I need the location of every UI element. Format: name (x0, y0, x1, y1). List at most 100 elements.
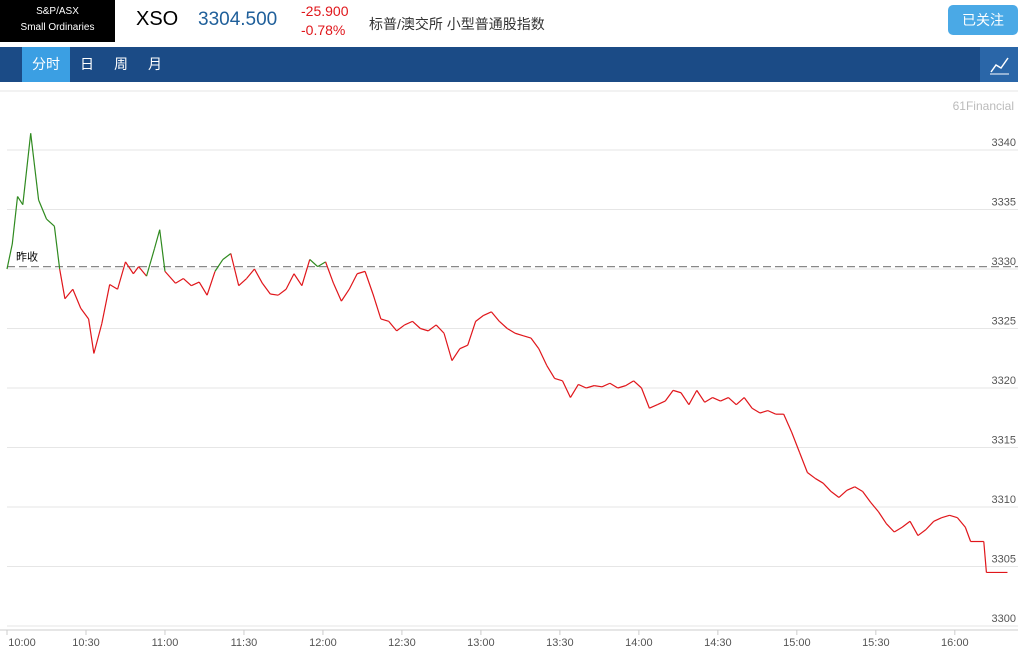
price-line-segment (198, 281, 208, 296)
price-line-segment (664, 390, 674, 402)
price-line-segment (538, 348, 548, 366)
price-line-segment (206, 271, 216, 296)
price-line-segment (261, 282, 271, 295)
reference-label: 昨收 (16, 250, 38, 264)
price-line-segment (270, 293, 279, 296)
x-tick-label: 12:30 (388, 637, 416, 649)
price-line-segment (93, 323, 103, 354)
price-line-segment (586, 385, 595, 389)
price-line-segment (933, 517, 942, 522)
price-line-segment (791, 431, 801, 453)
price-line-segment (870, 501, 879, 513)
price: 3304.500 (198, 9, 278, 30)
price-line-segment (451, 348, 461, 361)
price-line-segment (877, 511, 887, 524)
change-pct: -0.78% (301, 22, 346, 38)
price-line-segment (649, 404, 658, 409)
price-line-segment (983, 541, 988, 573)
price-line-segment (609, 382, 619, 389)
chart-icon[interactable] (980, 47, 1018, 82)
price-line-segment (727, 397, 737, 406)
price-line-segment (191, 281, 200, 287)
tab[interactable]: 日 (80, 56, 94, 72)
price-line-segment (412, 320, 421, 329)
price-line-segment (332, 283, 342, 302)
price-line-segment (427, 324, 437, 332)
x-tick-label: 13:00 (467, 637, 495, 649)
price-line-segment (846, 486, 856, 491)
price-line-segment (246, 268, 255, 279)
y-tick-label: 3305 (992, 553, 1016, 565)
price-line-segment (514, 332, 524, 337)
price-line-segment (309, 259, 319, 268)
logo-line: S&P/ASX (36, 6, 79, 17)
price-line-segment (59, 268, 66, 299)
price-line-segment (30, 133, 40, 201)
x-tick-label: 11:00 (152, 637, 179, 649)
price-line-segment (530, 337, 540, 350)
y-tick-label: 3300 (992, 613, 1016, 625)
price-line-segment (783, 413, 793, 433)
tab[interactable]: 月 (148, 56, 162, 72)
price-line-segment (767, 410, 777, 415)
price-line-segment (356, 270, 366, 275)
x-tick-label: 10:00 (8, 637, 36, 649)
price-line-segment (117, 261, 127, 290)
price-line-segment (672, 389, 682, 394)
price-line-segment (132, 266, 140, 275)
price-line-segment (467, 321, 477, 346)
change: -25.900 (301, 3, 349, 19)
follow-button[interactable]: 已关注 (948, 5, 1018, 35)
price-line-segment (145, 248, 156, 277)
price-line-segment (238, 278, 247, 287)
y-tick-label: 3315 (992, 434, 1016, 446)
price-line-segment (222, 253, 232, 260)
price-line-segment (348, 273, 358, 290)
price-line-segment (22, 133, 32, 205)
watermark: 61Financial (953, 99, 1014, 113)
price-line-segment (546, 365, 556, 379)
price-line-segment (6, 243, 13, 270)
price-line-segment (625, 380, 634, 387)
index-logo: S&P/ASX Small Ordinaries (0, 0, 115, 42)
price-line-segment (594, 385, 603, 388)
price-line-segment (807, 472, 816, 479)
price-line-segment (483, 311, 492, 316)
x-tick-label: 15:00 (783, 637, 811, 649)
price-line-segment (175, 278, 184, 284)
price-line-segment (64, 288, 74, 300)
tab[interactable]: 周 (114, 56, 128, 72)
price-line-segment (420, 327, 429, 332)
price-line-segment (230, 253, 240, 286)
price-line-segment (340, 288, 350, 302)
price-line-segment (862, 491, 872, 503)
price-line-segment (941, 514, 950, 519)
price-line-segment (901, 520, 911, 528)
price-line-segment (893, 526, 903, 533)
price-line-segment (680, 392, 690, 405)
price-line-segment (640, 387, 650, 409)
price-line-segment (435, 324, 445, 334)
price-line-segment (101, 284, 111, 324)
price-line-segment (554, 377, 563, 382)
price-line-segment (735, 397, 745, 406)
price-line-segment (925, 520, 935, 531)
price-line-segment (838, 489, 848, 498)
y-tick-label: 3310 (992, 494, 1016, 506)
price-line-segment (657, 400, 666, 406)
price-line-segment (822, 482, 832, 492)
price-line-segment (277, 288, 287, 296)
price-line-segment (159, 229, 166, 272)
price-line-segment (53, 226, 61, 270)
y-tick-label: 3325 (992, 315, 1016, 327)
tab[interactable]: 分时 (22, 47, 70, 82)
price-line-segment (696, 390, 706, 403)
price-line-segment (759, 410, 769, 414)
price-line-segment (38, 199, 48, 220)
price-line-segment (317, 261, 326, 268)
price-line-segment (214, 259, 224, 272)
price-line-segment (153, 229, 161, 249)
price-line-segment (443, 333, 453, 361)
price-line-segment (949, 514, 958, 519)
